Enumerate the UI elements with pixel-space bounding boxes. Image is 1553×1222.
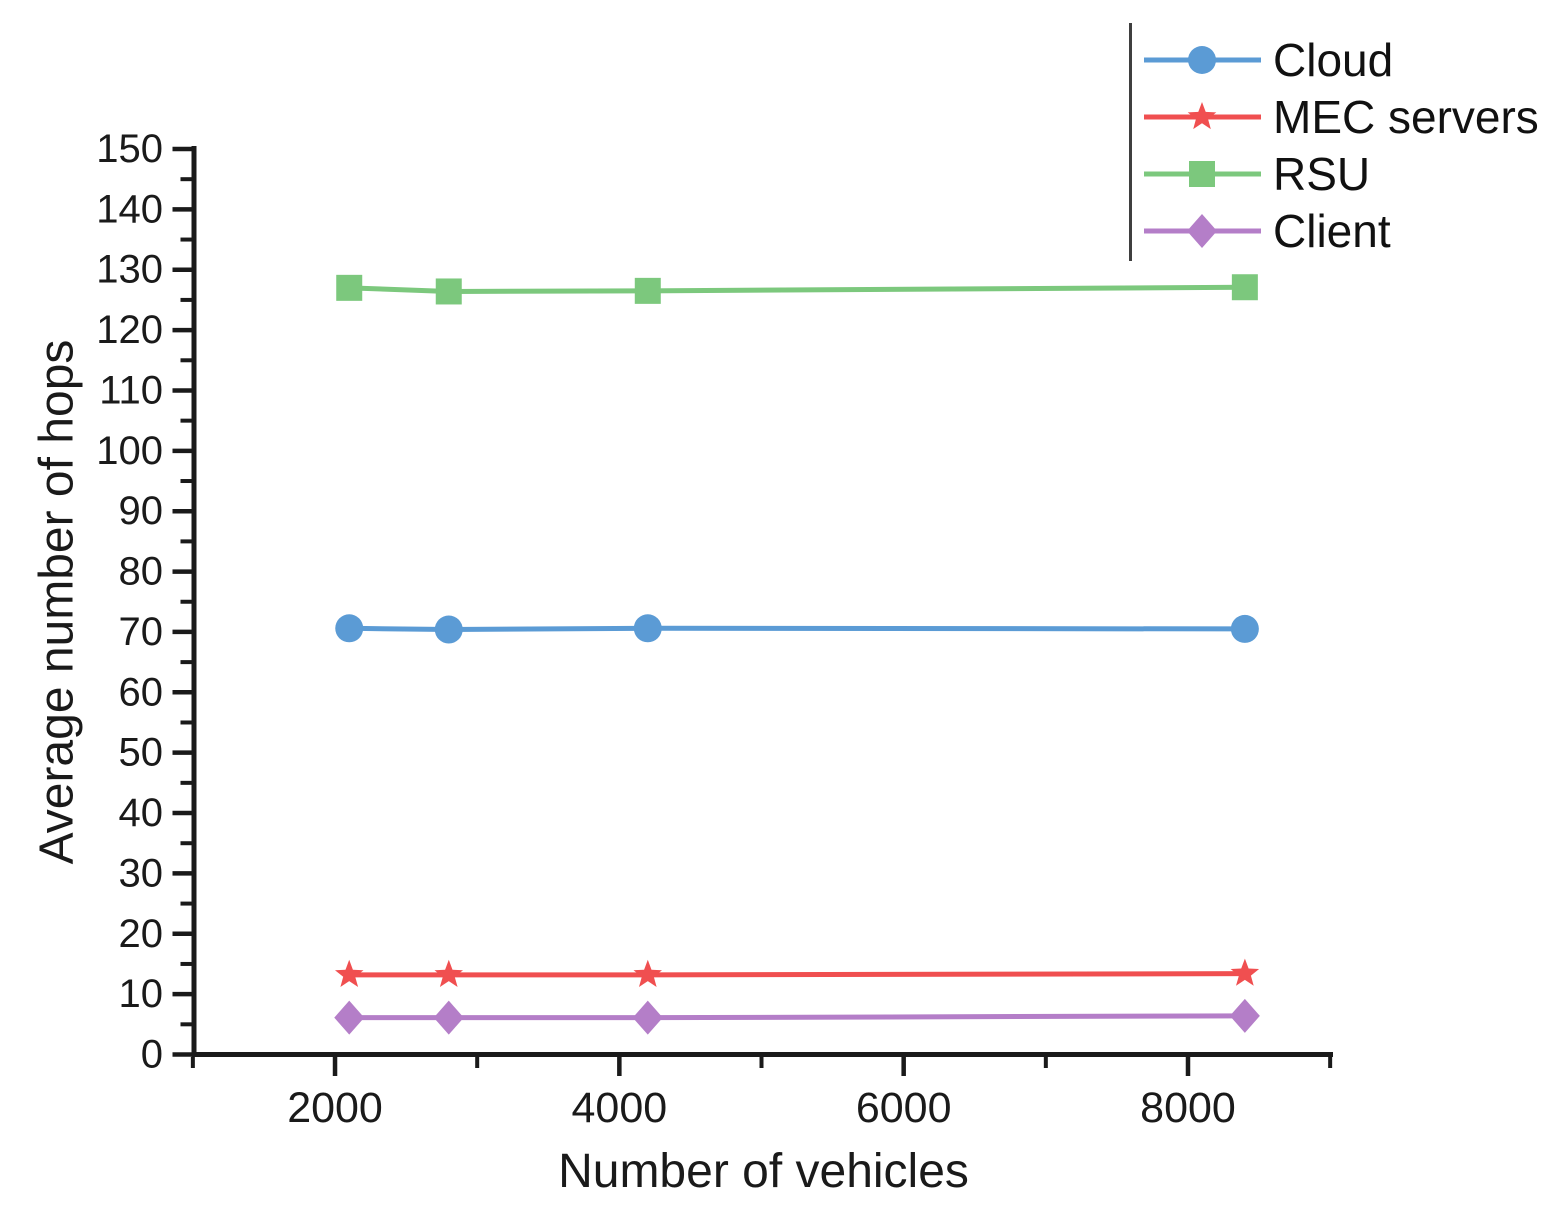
legend-label-mec-servers: MEC servers [1273,90,1539,143]
y-tick-label: 80 [119,550,164,594]
legend-item-rsu: RSU [1140,145,1539,202]
marker-square-rsu [1231,274,1258,301]
series-mec-servers [335,958,1260,987]
marker-square-rsu [435,278,462,305]
y-tick-label: 40 [119,791,164,835]
y-tick-label: 10 [119,972,164,1016]
y-tick-label: 0 [141,1033,163,1077]
axes [191,146,1333,1057]
series-cloud [335,614,1259,644]
x-tick-label: 8000 [1140,1084,1236,1132]
marker-diamond-client [1229,998,1260,1033]
legend-swatch-rsu-icon [1144,160,1261,187]
legend-item-cloud: Cloud [1140,31,1539,88]
legend-label-cloud: Cloud [1273,33,1394,86]
legend-label-client: Client [1273,204,1391,257]
x-tick-label: 2000 [287,1084,383,1132]
x-axis-ticks: 2000 4000 6000 8000 [190,1057,1333,1132]
y-axis-title: Average number of hops [30,339,84,865]
y-tick-label: 90 [119,489,164,533]
marker-star-mec-servers [434,959,463,987]
series-line-mec-servers [349,971,1245,978]
legend-swatch-client-icon [1144,213,1261,248]
x-tick-label: 6000 [856,1084,952,1132]
marker-square-rsu [336,274,363,301]
marker-circle-cloud [1230,614,1259,643]
y-tick-label: 150 [96,127,163,171]
series-line-client [349,1013,1245,1021]
marker-star-mec-servers [633,959,662,987]
marker-square-rsu [634,277,661,304]
y-tick-label: 140 [96,187,163,231]
y-tick-label: 30 [119,851,164,895]
legend-item-mec-servers: MEC servers [1140,88,1539,145]
series-rsu [336,274,1258,305]
y-tick-label: 70 [119,610,164,654]
series-client [334,998,1260,1035]
marker-diamond-client [334,1000,365,1035]
legend-item-client: Client [1140,202,1539,259]
legend-label-rsu: RSU [1273,147,1371,200]
marker-star-mec-servers [1230,958,1260,986]
marker-star-mec-servers [335,959,364,987]
marker-circle-cloud [633,614,662,643]
y-tick-label: 50 [119,731,164,775]
y-tick-label: 100 [96,429,163,473]
legend-swatch-mec-servers-icon [1144,101,1261,129]
y-tick-label: 60 [119,670,164,714]
marker-diamond-client [433,1000,464,1035]
y-tick-label: 20 [119,912,164,956]
series-line-cloud [349,625,1245,633]
y-tick-label: 130 [96,248,163,292]
y-axis-ticks: 0 10 20 30 40 50 60 70 80 90 100 110 120 130 140 150 [96,127,192,1077]
y-tick-label: 120 [96,308,163,352]
marker-circle-cloud [335,614,364,643]
chart-legend: Cloud MEC servers RSU Client [1129,23,1539,261]
series-line-rsu [349,284,1245,294]
marker-diamond-client [632,1000,663,1035]
marker-circle-cloud [434,615,463,644]
legend-swatch-cloud-icon [1144,45,1261,74]
x-axis-title: Number of vehicles [558,1145,969,1198]
x-tick-label: 4000 [572,1084,668,1132]
y-tick-label: 110 [99,368,163,412]
